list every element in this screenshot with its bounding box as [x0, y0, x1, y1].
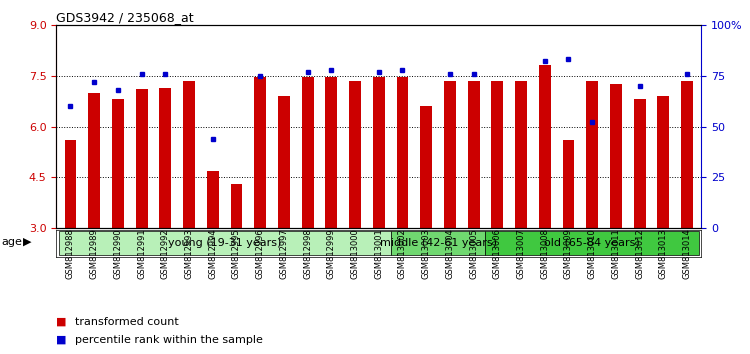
Text: GSM812994: GSM812994	[209, 228, 218, 279]
Text: GSM813013: GSM813013	[658, 228, 668, 279]
Bar	[468, 81, 479, 228]
Bar	[278, 96, 290, 228]
Bar	[681, 81, 693, 228]
Text: ■: ■	[56, 317, 67, 327]
Bar	[349, 81, 361, 228]
Bar	[586, 81, 598, 228]
Bar	[64, 140, 76, 228]
Text: GSM813004: GSM813004	[446, 228, 454, 279]
Bar	[444, 81, 456, 228]
Text: ▶: ▶	[22, 237, 31, 247]
Text: GSM813012: GSM813012	[635, 228, 644, 279]
Text: GSM813011: GSM813011	[611, 228, 620, 279]
Bar	[373, 78, 385, 228]
Bar	[515, 81, 527, 228]
Text: GSM812995: GSM812995	[232, 228, 241, 279]
Bar	[491, 81, 503, 228]
Text: GSM813010: GSM813010	[588, 228, 597, 279]
Text: GSM813007: GSM813007	[517, 228, 526, 279]
Bar	[230, 184, 242, 228]
Text: transformed count: transformed count	[75, 317, 178, 327]
Text: GSM812989: GSM812989	[90, 228, 99, 279]
Bar	[207, 171, 219, 228]
Text: GSM812991: GSM812991	[137, 228, 146, 279]
Bar	[112, 99, 124, 228]
Text: GDS3942 / 235068_at: GDS3942 / 235068_at	[56, 11, 194, 24]
Text: GSM812999: GSM812999	[327, 228, 336, 279]
Text: GSM813014: GSM813014	[682, 228, 692, 279]
Text: GSM813001: GSM813001	[374, 228, 383, 279]
Bar	[58, 232, 391, 255]
Bar	[136, 89, 148, 228]
Text: age: age	[2, 237, 22, 247]
Bar	[391, 232, 485, 255]
Text: GSM813003: GSM813003	[422, 228, 430, 279]
Text: GSM813008: GSM813008	[540, 228, 549, 279]
Bar	[562, 140, 574, 228]
Text: young (19-31 years): young (19-31 years)	[168, 238, 281, 249]
Bar	[658, 96, 669, 228]
Bar	[254, 78, 266, 228]
Text: GSM812990: GSM812990	[113, 228, 122, 279]
Text: GSM812996: GSM812996	[256, 228, 265, 279]
Text: GSM812988: GSM812988	[66, 228, 75, 279]
Text: GSM813006: GSM813006	[493, 228, 502, 279]
Bar	[160, 87, 171, 228]
Text: old (65-84 years): old (65-84 years)	[544, 238, 640, 249]
Text: ■: ■	[56, 335, 67, 345]
Text: GSM813009: GSM813009	[564, 228, 573, 279]
Bar	[397, 78, 409, 228]
Bar	[302, 78, 313, 228]
Text: middle (42-61 years): middle (42-61 years)	[380, 238, 496, 249]
Bar	[485, 232, 699, 255]
Bar	[183, 81, 195, 228]
Text: GSM812997: GSM812997	[280, 228, 289, 279]
Text: percentile rank within the sample: percentile rank within the sample	[75, 335, 262, 345]
Bar	[88, 93, 100, 228]
Text: GSM812998: GSM812998	[303, 228, 312, 279]
Text: GSM813005: GSM813005	[469, 228, 478, 279]
Text: GSM813000: GSM813000	[350, 228, 359, 279]
Text: GSM812992: GSM812992	[160, 228, 170, 279]
Text: GSM812993: GSM812993	[184, 228, 194, 279]
Bar	[538, 65, 550, 228]
Text: GSM813002: GSM813002	[398, 228, 407, 279]
Bar	[326, 78, 338, 228]
Bar	[610, 84, 622, 228]
Bar	[634, 99, 646, 228]
Bar	[420, 106, 432, 228]
